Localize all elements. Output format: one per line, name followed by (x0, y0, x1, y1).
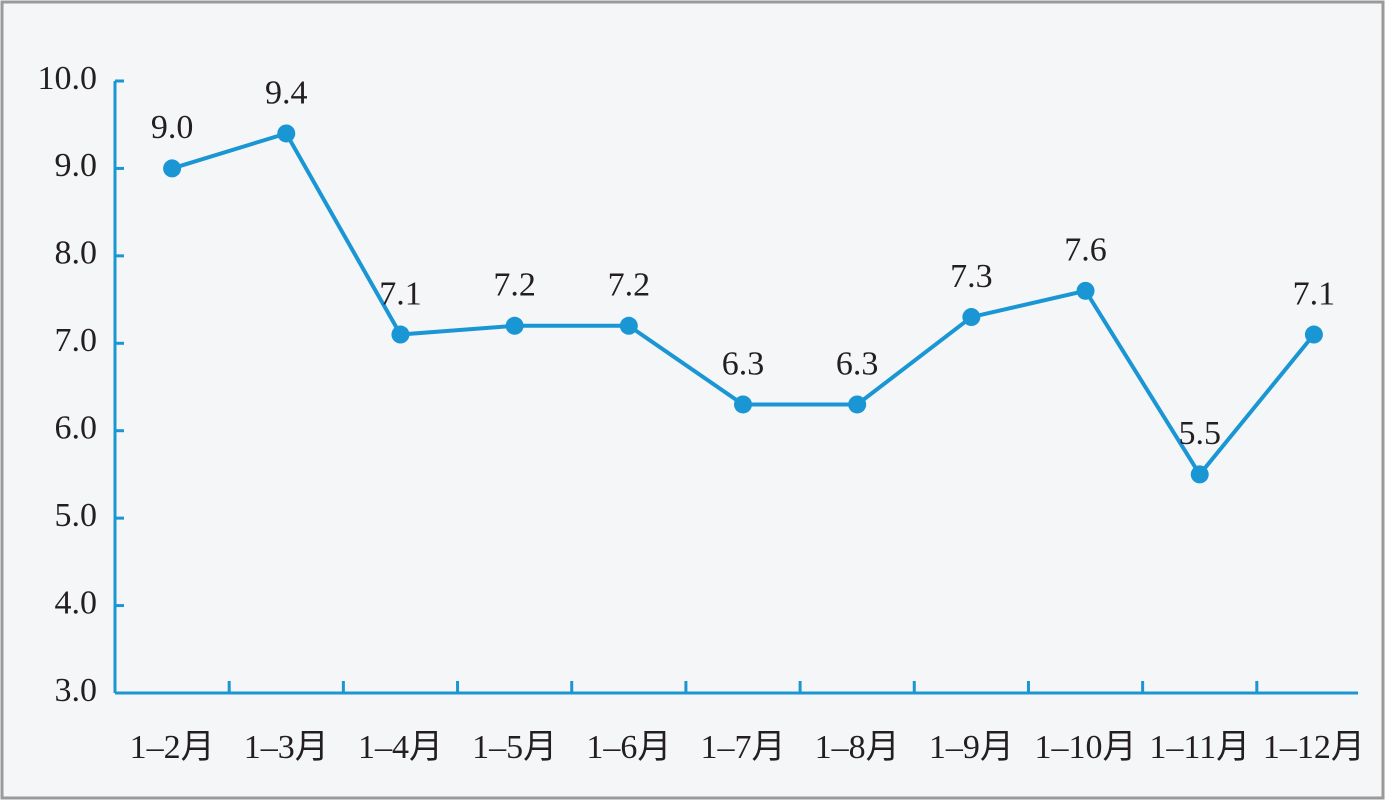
value-label: 7.3 (950, 258, 993, 295)
value-label: 5.5 (1178, 415, 1221, 452)
x-tick-label: 1–7月 (701, 729, 786, 766)
point (277, 124, 296, 143)
point (619, 316, 638, 335)
y-tick-label: 3.0 (55, 672, 98, 709)
x-tick-label: 1–3月 (244, 729, 329, 766)
value-label: 9.0 (151, 109, 194, 146)
y-tick-label: 5.0 (55, 497, 98, 534)
x-tick-label: 1–2月 (130, 729, 215, 766)
x-tick-label: 1–12月 (1263, 729, 1365, 766)
point (391, 325, 410, 344)
point (848, 395, 867, 414)
value-label: 6.3 (722, 345, 765, 382)
value-label: 7.2 (608, 267, 651, 304)
x-tick-label: 1–10月 (1035, 729, 1137, 766)
y-tick-label: 9.0 (55, 147, 98, 184)
point (505, 316, 524, 335)
x-tick-label: 1–8月 (815, 729, 900, 766)
x-tick-label: 1–6月 (586, 729, 671, 766)
y-tick-label: 6.0 (55, 410, 98, 447)
y-tick-label: 7.0 (55, 322, 98, 359)
point (962, 308, 981, 327)
point (734, 395, 752, 414)
point (1190, 465, 1209, 484)
value-label: 6.3 (836, 345, 879, 382)
value-label: 7.2 (493, 267, 536, 304)
point (1304, 325, 1323, 344)
value-label: 7.1 (1293, 275, 1336, 312)
x-tick-label: 1–5月 (472, 729, 557, 766)
value-label: 9.4 (265, 74, 308, 111)
y-tick-label: 8.0 (55, 235, 98, 272)
y-tick-label: 4.0 (55, 584, 98, 621)
x-tick-label: 1–4月 (358, 729, 443, 766)
value-label: 7.6 (1064, 232, 1107, 269)
point (1076, 281, 1095, 300)
x-tick-label: 1–11月 (1149, 729, 1250, 766)
value-label: 7.1 (379, 275, 422, 312)
point (163, 159, 182, 178)
x-tick-label: 1–9月 (929, 729, 1014, 766)
y-tick-label: 10.0 (38, 60, 98, 97)
